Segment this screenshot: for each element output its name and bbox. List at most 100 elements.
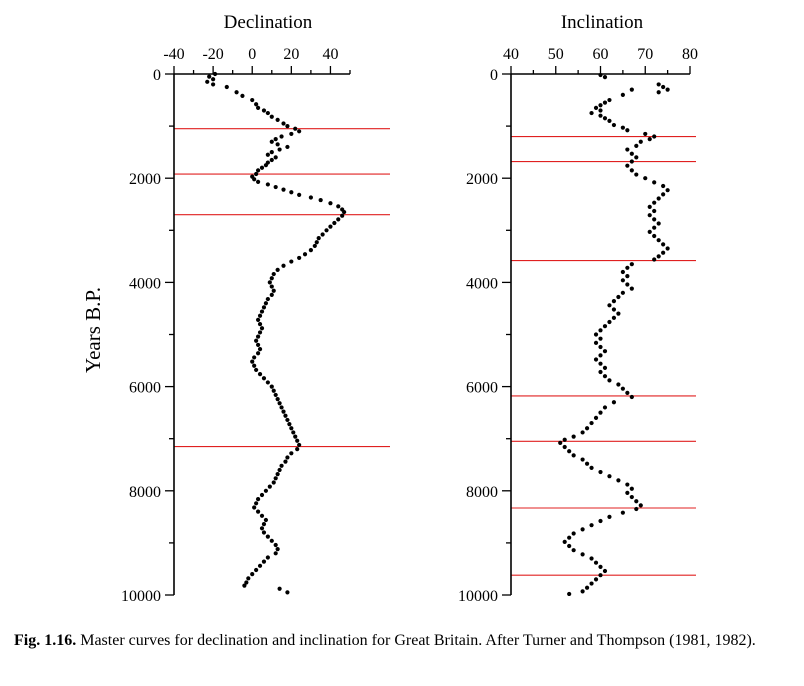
inclination-data-point xyxy=(625,282,630,287)
inclination-data-point xyxy=(567,591,572,597)
declination-data-point xyxy=(316,236,321,241)
declination-data-point xyxy=(283,459,288,464)
declination-data-point xyxy=(255,105,261,110)
inclination-data-point xyxy=(656,90,661,95)
declination-x-tick-label: 40 xyxy=(322,46,338,63)
inclination-data-point xyxy=(589,420,594,426)
declination-data-point xyxy=(285,417,290,423)
inclination-data-point xyxy=(647,204,652,209)
inclination-data-point xyxy=(589,110,594,116)
inclination-data-point xyxy=(652,257,657,262)
declination-data-point xyxy=(291,430,296,435)
declination-data-point xyxy=(257,371,263,377)
inclination-data-point xyxy=(562,444,567,450)
declination-data-point xyxy=(302,252,308,257)
declination-data-point xyxy=(269,384,274,389)
inclination-data-point xyxy=(593,415,599,420)
inclination-data-point xyxy=(571,453,576,458)
inclination-data-point xyxy=(616,382,621,387)
inclination-data-point xyxy=(607,303,612,308)
inclination-data-point xyxy=(607,319,612,325)
declination-data-point xyxy=(289,190,294,195)
declination-axes xyxy=(165,66,351,596)
declination-data-point xyxy=(283,413,288,418)
declination-data-point xyxy=(275,397,280,402)
declination-data-point xyxy=(267,280,272,285)
declination-data-point xyxy=(312,243,317,249)
inclination-data-point xyxy=(629,262,634,267)
declination-data-point xyxy=(263,301,269,306)
declination-data-point xyxy=(240,93,245,98)
inclination-data-point xyxy=(593,340,599,345)
inclination-data-point xyxy=(598,573,603,578)
declination-data-point xyxy=(269,284,274,289)
inclination-data-point xyxy=(656,238,661,243)
declination-data-point xyxy=(246,576,251,581)
inclination-y-tick-label: 6000 xyxy=(466,380,498,397)
declination-data-point xyxy=(273,476,278,481)
declination-data-point xyxy=(269,114,274,119)
inclination-data-point xyxy=(647,137,652,142)
figure: Declination -40 -20 0 20 40 0 2000 4000 6000 8000… xyxy=(81,12,698,605)
declination-y-tick-label: 0 xyxy=(153,67,161,84)
declination-data-point xyxy=(263,488,269,493)
inclination-data-point xyxy=(620,125,625,130)
declination-data-point xyxy=(261,559,267,564)
inclination-data-point xyxy=(607,474,612,479)
declination-data-point xyxy=(255,179,261,184)
declination-data-point xyxy=(285,124,290,129)
inclination-data-point xyxy=(616,294,621,300)
declination-data-point xyxy=(275,267,280,272)
declination-data-point xyxy=(273,155,278,160)
inclination-data-point xyxy=(620,269,625,275)
declination-data-point xyxy=(255,497,261,502)
declination-data-point xyxy=(273,184,278,190)
declination-data-point xyxy=(224,84,229,90)
declination-data-point xyxy=(340,213,345,218)
inclination-data-point xyxy=(611,307,617,312)
inclination-data-point xyxy=(625,482,630,487)
declination-data-point xyxy=(279,405,284,410)
inclination-y-tick-label: 10000 xyxy=(458,588,498,605)
declination-data-point xyxy=(254,567,259,573)
declination-data-point xyxy=(279,134,284,139)
inclination-y-tick-label: 8000 xyxy=(466,484,498,501)
inclination-data-point xyxy=(629,394,634,400)
inclination-axis-title: Inclination xyxy=(561,12,644,33)
declination-data-point xyxy=(250,572,255,577)
inclination-data-point xyxy=(607,514,612,519)
declination-data-point xyxy=(273,137,278,142)
declination-data-point xyxy=(263,517,269,523)
inclination-data-point xyxy=(620,278,625,283)
inclination-data-point xyxy=(580,430,585,435)
inclination-data-point xyxy=(620,92,625,97)
inclination-data-point xyxy=(593,357,599,362)
declination-data-point xyxy=(308,195,313,200)
declination-x-tick-label: -40 xyxy=(163,46,184,63)
inclination-data-point xyxy=(602,374,608,379)
inclination-data-point xyxy=(629,486,634,491)
inclination-data-point xyxy=(656,82,661,87)
declination-data-point xyxy=(271,288,276,293)
declination-data-point xyxy=(295,438,300,443)
declination-data-point xyxy=(281,409,286,414)
declination-x-tick-label: 20 xyxy=(283,46,299,63)
inclination-data-point xyxy=(665,188,670,193)
inclination-data-point xyxy=(593,577,599,582)
declination-data-point xyxy=(269,538,274,543)
declination-data-point xyxy=(273,542,278,548)
inclination-data-point xyxy=(589,581,594,586)
declination-data-point xyxy=(257,563,263,568)
inclination-data-point xyxy=(598,328,603,333)
declination-data-point xyxy=(281,121,286,126)
declination-data-point xyxy=(255,168,261,173)
declination-data-point xyxy=(257,321,263,327)
inclination-panel: Inclination 40 50 60 70 80 0 2000 4000 6000 8000 1… xyxy=(458,12,698,605)
declination-data-point xyxy=(297,255,302,261)
declination-data-point xyxy=(259,326,265,331)
declination-data-point xyxy=(254,102,259,107)
declination-data-point xyxy=(275,472,280,477)
declination-data-point xyxy=(265,380,270,385)
inclination-data-point xyxy=(589,556,594,561)
inclination-data-point xyxy=(620,386,625,391)
